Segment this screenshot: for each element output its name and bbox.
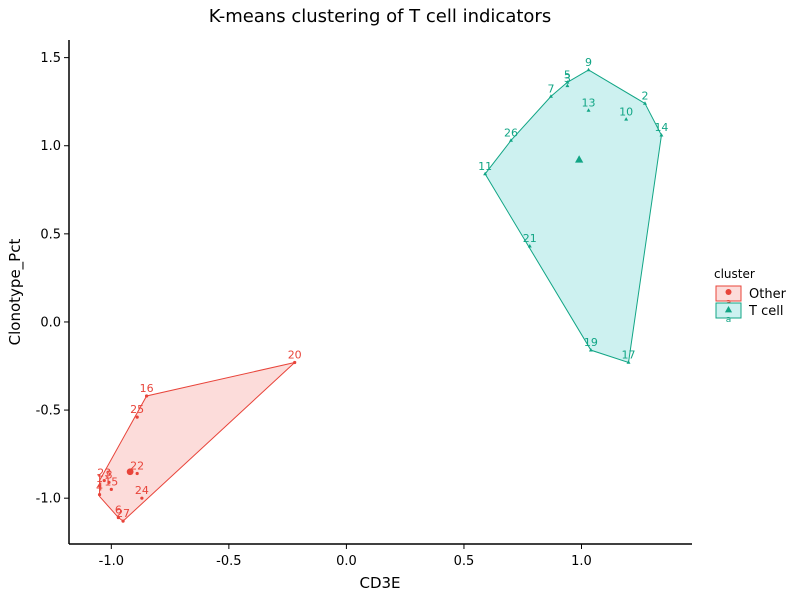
point-label-t-cell-10: 10	[619, 105, 633, 118]
x-tick-label: -1.0	[99, 554, 124, 569]
point-t-cell-2	[643, 101, 647, 105]
point-other-20	[293, 360, 297, 365]
legend-label-other: Other	[749, 287, 787, 302]
point-t-cell-3	[565, 83, 570, 88]
point-label-t-cell-26: 26	[504, 126, 518, 139]
y-tick-label: 1.0	[40, 139, 61, 154]
point-other-8	[107, 480, 111, 484]
point-label-t-cell-21: 21	[523, 232, 537, 245]
point-t-cell-13	[586, 108, 591, 112]
point-label-other-6: 6	[115, 504, 122, 517]
x-axis-title: CD3E	[359, 574, 400, 592]
point-label-other-16: 16	[140, 382, 154, 395]
x-tick-label: 0.0	[336, 554, 357, 569]
point-other-15	[109, 487, 113, 491]
legend-marker-other	[725, 289, 732, 295]
point-label-other-23: 23	[97, 467, 111, 480]
y-tick-label: -1.0	[36, 492, 61, 507]
point-label-other-27: 27	[116, 507, 130, 520]
hull-other	[99, 361, 297, 522]
point-t-cell-17	[626, 360, 631, 364]
point-label-t-cell-3: 3	[564, 72, 571, 85]
cluster-hulls	[99, 69, 662, 522]
point-other-23	[102, 478, 106, 483]
point-t-cell-9	[586, 67, 591, 72]
chart-title: K-means clustering of T cell indicators	[209, 6, 551, 27]
centroid-other	[126, 468, 134, 476]
point-label-t-cell-9: 9	[585, 56, 592, 69]
x-axis-ticks: -1.0 -0.5 0.0 0.5 1.0	[99, 544, 592, 569]
point-other-1	[97, 484, 102, 488]
y-axis-title: Clonotype_Pct	[6, 239, 25, 346]
point-label-other-24: 24	[135, 484, 149, 497]
legend-glyph-t-cell: a	[726, 315, 732, 325]
point-label-other-20: 20	[288, 348, 302, 361]
legend-marker-t-cell	[724, 306, 733, 313]
point-label-t-cell-7: 7	[547, 82, 554, 95]
y-axis-ticks: -1.0 -0.5 0.0 0.5 1.0 1.5	[36, 51, 69, 507]
point-t-cell-26	[508, 138, 513, 142]
point-label-t-cell-5: 5	[564, 68, 571, 81]
y-tick-label: 1.5	[40, 51, 61, 66]
x-tick-label: 1.0	[571, 554, 592, 569]
point-label-other-8: 8	[105, 468, 112, 481]
y-tick-label: -0.5	[36, 404, 61, 419]
x-tick-label: 0.5	[454, 554, 475, 569]
point-label-other-4: 4	[96, 481, 103, 494]
point-t-cell-19	[588, 347, 593, 352]
point-label-t-cell-14: 14	[654, 121, 668, 134]
point-t-cell-10	[624, 117, 629, 121]
centroid-t-cell	[575, 155, 584, 163]
point-label-other-1: 1	[96, 472, 103, 485]
point-t-cell-14	[659, 132, 664, 137]
y-tick-label: 0.0	[40, 315, 61, 330]
point-other-6	[116, 515, 120, 520]
point-label-t-cell-19: 19	[584, 336, 598, 349]
point-t-cell-11	[483, 171, 488, 176]
point-other-27	[121, 519, 125, 523]
legend: cluster aOtheraT cell	[714, 267, 787, 325]
point-t-cell-5	[565, 80, 570, 84]
point-other-22	[135, 471, 139, 476]
point-labels: 2016252224276231581495372131014261121191…	[96, 56, 668, 520]
point-label-other-25: 25	[130, 403, 144, 416]
y-tick-label: 0.5	[40, 227, 61, 242]
point-other-4	[97, 493, 102, 497]
point-label-t-cell-13: 13	[582, 96, 596, 109]
point-label-t-cell-11: 11	[478, 160, 492, 173]
point-other-25	[135, 415, 139, 419]
point-other-16	[144, 394, 149, 398]
point-label-other-22: 22	[130, 460, 144, 473]
data-points	[97, 67, 664, 523]
x-tick-label: -0.5	[216, 554, 241, 569]
point-label-t-cell-17: 17	[622, 348, 636, 361]
legend-title: cluster	[714, 267, 755, 281]
legend-label-t-cell: T cell	[748, 304, 783, 319]
point-t-cell-21	[527, 243, 532, 248]
point-label-t-cell-2: 2	[641, 89, 648, 102]
hull-t-cell	[484, 69, 662, 364]
point-t-cell-7	[548, 94, 553, 98]
point-label-other-15: 15	[104, 475, 118, 488]
point-other-24	[140, 496, 144, 500]
cluster-centroids	[126, 155, 584, 476]
